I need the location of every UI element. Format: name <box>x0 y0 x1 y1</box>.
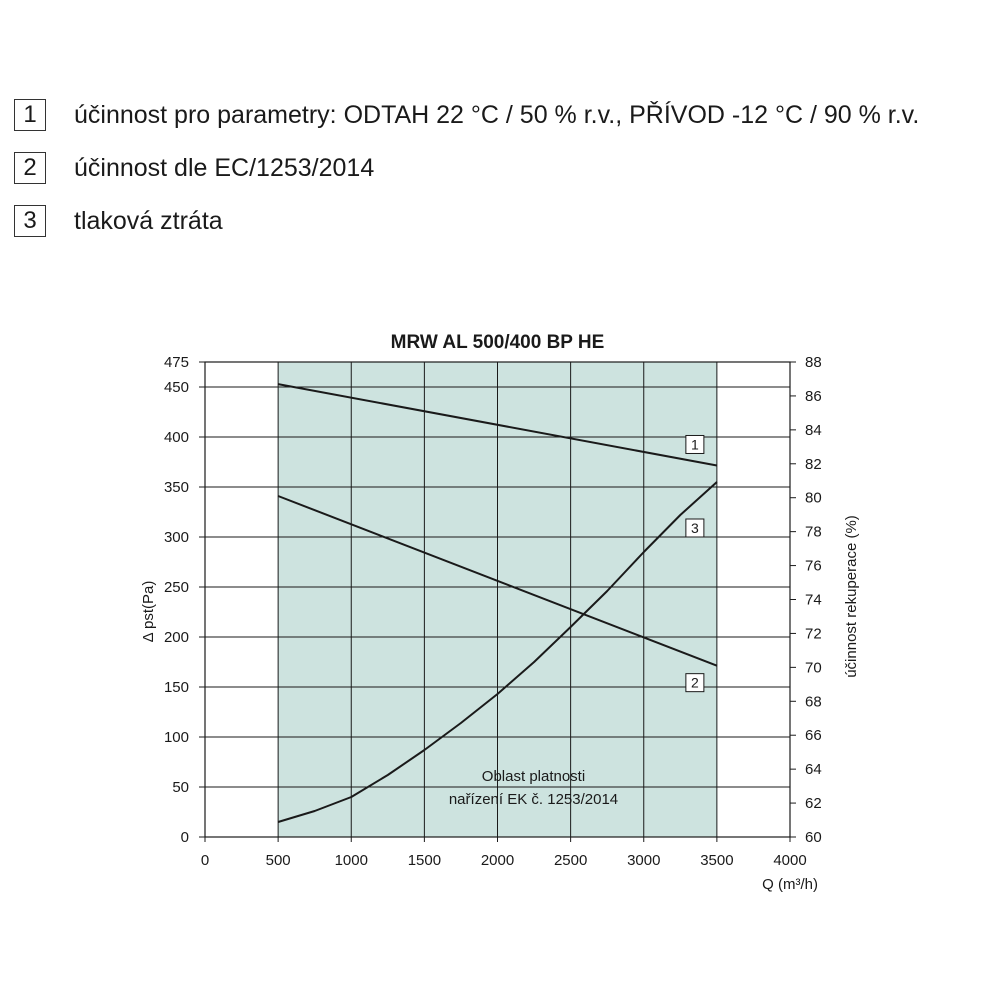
series-2-line <box>277 495 718 667</box>
legend-label: účinnost pro parametry: ODTAH 22 °C / 50… <box>74 100 920 129</box>
chart-title: MRW AL 500/400 BP HE <box>391 332 605 353</box>
series-label: 1 <box>691 436 699 452</box>
x-tick-label: 0 <box>201 852 209 869</box>
x-axis-label: Q (m³/h) <box>762 876 818 893</box>
series-label-box <box>685 518 705 538</box>
y-right-tick-label: 84 <box>805 422 822 439</box>
y-right-tick-label: 62 <box>805 795 822 812</box>
series-3-line <box>277 481 718 823</box>
y-right-tick-label: 72 <box>805 625 822 642</box>
y-left-tick-label: 200 <box>164 629 189 646</box>
region-label-line-2: nařízení EK č. 1253/2014 <box>449 791 618 808</box>
y-right-tick-label: 86 <box>805 388 822 405</box>
y-left-tick-label: 250 <box>164 579 189 596</box>
y-left-tick-label: 475 <box>164 354 189 371</box>
y-right-tick-label: 80 <box>805 490 822 507</box>
x-tick-label: 2000 <box>481 852 514 869</box>
legend: 1 účinnost pro parametry: ODTAH 22 °C / … <box>14 98 919 257</box>
legend-item-1: 1 účinnost pro parametry: ODTAH 22 °C / … <box>14 98 919 132</box>
x-tick-label: 2500 <box>554 852 587 869</box>
region-label-line-1: Oblast platnosti <box>482 768 585 785</box>
y-right-tick-label: 74 <box>805 592 822 609</box>
y-left-tick-label: 400 <box>164 429 189 446</box>
series-label-box <box>685 434 705 454</box>
x-tick-label: 3000 <box>627 852 660 869</box>
x-tick-label: 3500 <box>700 852 733 869</box>
y-left-tick-label: 300 <box>164 529 189 546</box>
series-label-box <box>685 673 705 693</box>
y-left-tick-label: 150 <box>164 679 189 696</box>
y-right-tick-label: 76 <box>805 558 822 575</box>
x-tick-label: 1500 <box>408 852 441 869</box>
series-1-line <box>277 383 718 467</box>
x-tick-label: 500 <box>266 852 291 869</box>
y-left-tick-label: 100 <box>164 729 189 746</box>
legend-number-box: 3 <box>14 205 46 237</box>
legend-item-2: 2 účinnost dle EC/1253/2014 <box>14 151 919 185</box>
y-right-tick-label: 64 <box>805 761 822 778</box>
y-right-tick-label: 60 <box>805 829 822 846</box>
y-right-tick-label: 66 <box>805 727 822 744</box>
series-label: 2 <box>691 675 699 691</box>
x-tick-label: 4000 <box>773 852 806 869</box>
y-left-axis-label: Δ pst(Pa) <box>140 581 157 643</box>
y-right-tick-label: 82 <box>805 456 822 473</box>
legend-number-box: 2 <box>14 152 46 184</box>
legend-number-box: 1 <box>14 99 46 131</box>
y-right-tick-label: 88 <box>805 354 822 371</box>
y-right-axis-label: účinnost rekuperace (%) <box>843 515 860 678</box>
legend-label: účinnost dle EC/1253/2014 <box>74 153 375 182</box>
y-right-tick-label: 70 <box>805 659 822 676</box>
y-right-tick-label: 78 <box>805 524 822 541</box>
series-label: 3 <box>691 520 699 536</box>
legend-label: tlaková ztráta <box>74 206 223 235</box>
x-tick-label: 1000 <box>335 852 368 869</box>
y-left-tick-label: 50 <box>172 779 189 796</box>
y-left-tick-label: 350 <box>164 479 189 496</box>
legend-item-3: 3 tlaková ztráta <box>14 204 919 238</box>
y-left-tick-label: 450 <box>164 379 189 396</box>
y-left-tick-label: 0 <box>181 829 189 846</box>
y-right-tick-label: 68 <box>805 693 822 710</box>
